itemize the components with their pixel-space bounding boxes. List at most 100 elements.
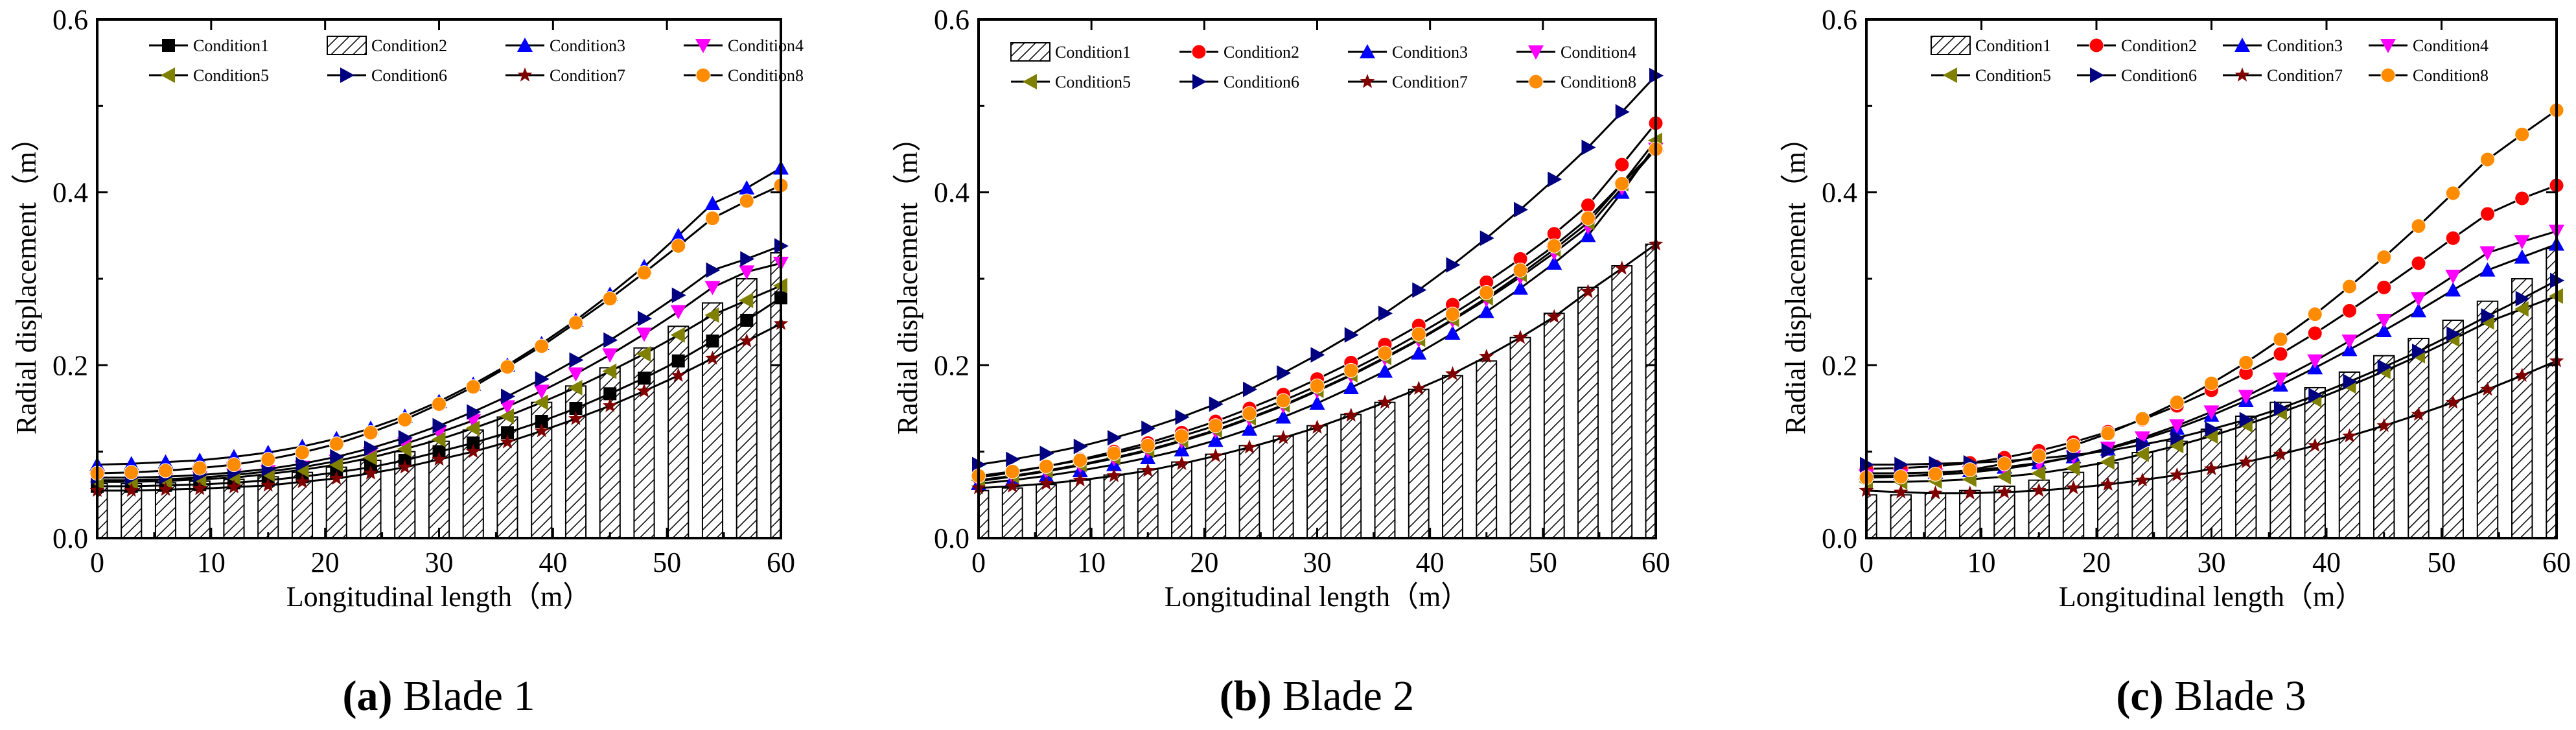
panel-a-point-condition5 [739,292,754,309]
panel-a-point-condition8 [192,460,207,476]
panel-b-legend-marker [1023,74,1037,89]
panel-b-point-condition7 [1242,440,1257,454]
panel-b-legend-marker [1360,74,1375,88]
panel-a-ytick-label: 0.6 [52,4,88,36]
panel-b-legend: Condition1 Condition2 Condition3 Condition4… [1010,42,1636,91]
panel-c-point-condition6 [1894,456,1909,473]
panel-c-legend-marker [2090,67,2104,83]
panel-a-point-condition6 [296,456,310,472]
panel-a-point-condition4 [500,400,515,415]
panel-a-legend-label: Condition7 [550,66,625,85]
panel-c-bar [2235,416,2257,539]
panel-a-point-condition8 [671,238,686,253]
panel-a-point-condition4 [704,281,721,296]
panel-b-legend-swatch [1010,42,1050,62]
panel-a-point-condition8 [226,457,242,473]
panel-b-xtick-label: 20 [1190,547,1218,578]
panel-c-point-condition4 [2445,270,2461,284]
panel-b-point-condition6 [1615,104,1630,120]
panel-c-ylabel: Radial displacement（m） [1780,123,1811,434]
panel-b-legend-marker [1192,74,1207,89]
panel-b-point-condition3 [1411,345,1427,360]
panel-a-point-condition1 [740,314,754,327]
panel-a-point-condition6 [432,418,447,434]
panel-b-point-condition3 [1513,280,1528,295]
panel-a-point-condition7 [363,465,378,480]
panel-b-point-condition3 [1309,395,1325,410]
panel-a-point-condition8 [261,452,276,467]
panel-b-legend-label: Condition8 [1561,73,1636,91]
panel-b-bar [1069,479,1091,539]
panel-b-legend-item: Condition7 [1348,73,1468,91]
panel-c-point-condition7 [2031,482,2047,497]
panel-c-point-condition7 [2376,418,2392,432]
panel-a-point-condition6 [740,251,755,267]
panel-b-caption-label: (b) [1220,672,1272,720]
panel-c-point-condition7 [1893,484,1909,499]
panel-a-point-condition1 [671,354,685,368]
panel-a-point-condition7 [124,482,139,497]
panel-a-legend-label: Condition2 [371,36,447,55]
panel-c-point-condition6 [2170,430,2185,446]
panel-c-legend-item: Condition6 [2077,66,2197,85]
panel-a-caption: (a) Blade 1 [343,672,535,720]
panel-a-point-condition5 [704,307,719,323]
panel-c-series [1859,102,2564,500]
panel-b-xtick-label: 0 [971,547,986,578]
panel-c-bar [2442,320,2464,539]
panel-b-legend-item: Condition3 [1348,43,1468,62]
panel-c-point-condition8 [1893,469,1909,484]
panel-a-point-condition6 [364,440,378,456]
panel-c-point-condition5 [1997,469,2011,485]
panel-c-point-condition7 [2273,446,2288,461]
panel-a-xtick-label: 40 [539,547,567,578]
panel-c-point-condition6 [2239,412,2254,428]
panel-a-legend-label: Condition5 [193,66,269,85]
panel-c-caption: (c) Blade 3 [2116,672,2306,720]
panel-b-series-condition6 [972,67,1664,473]
panel-b-xtick-label: 40 [1416,547,1445,578]
panel-a-point-condition6 [467,404,482,420]
panel-c-legend-item: Condition5 [1931,66,2051,85]
panel-c-point-condition8 [2376,250,2392,265]
panel-b-legend-marker [1191,44,1207,60]
panel-c-xtick-label: 50 [2428,547,2456,578]
panel-c-point-condition4 [2376,314,2392,328]
panel-a-point-condition8 [500,359,515,375]
panel-c-point-condition7 [2204,461,2219,475]
panel-c-point-condition6 [2101,443,2116,459]
panel-c-point-condition5 [2203,428,2218,444]
panel-a-point-condition5 [568,380,583,395]
panel-a-legend-item: Condition5 [149,66,269,85]
panel-b-bar [1036,484,1057,539]
panel-c-point-condition5 [2031,465,2046,481]
panel-a-point-condition3 [704,196,721,210]
panel-a-xtick-label: 60 [767,547,795,578]
panel-c-point-condition8 [2342,279,2357,294]
panel-b-point-condition7 [1377,394,1393,409]
panel-c-point-condition4 [2307,354,2323,369]
panel-a-point-condition7 [739,333,754,347]
panel-b-bar [1306,425,1328,539]
panel-a-point-condition7 [500,434,515,449]
panel-c-point-condition2 [2273,346,2288,362]
panel-b-point-condition7 [1174,456,1189,470]
panel-a-point-condition3 [670,228,686,242]
panel-b-point-condition3 [1377,363,1393,378]
panel-b-point-condition7 [1039,476,1054,490]
panel-c-point-condition8 [2480,152,2495,167]
panel-c-point-condition4 [2341,335,2358,349]
panel-b-point-condition2 [1614,157,1630,172]
panel-b-point-condition8 [1174,429,1189,444]
panel-c-caption-label: (c) [2116,672,2163,720]
panel-b-xtick-label: 60 [1642,547,1670,578]
panel-b-point-condition8 [1411,326,1426,342]
panel-a-point-condition8 [568,315,583,331]
panel-b-ytick-label: 0.0 [934,523,969,554]
panel-a-xlabel: Longitudinal length（m） [286,581,592,613]
panel-a-point-condition5 [397,441,412,457]
panel-b-point-condition8 [1242,406,1257,421]
panel-b-point-condition3 [1445,325,1461,340]
panel-c-point-condition7 [2169,467,2185,482]
panel-c-xtick-label: 30 [2198,547,2226,578]
